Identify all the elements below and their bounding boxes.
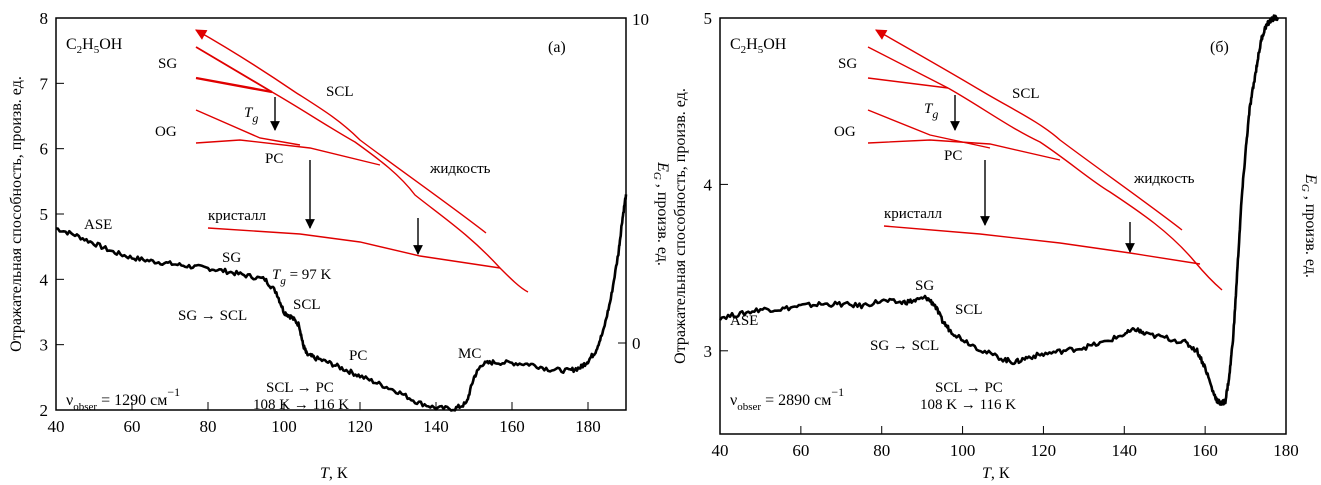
y-tick-label: 4 bbox=[40, 270, 49, 289]
panel-b: 40 60 80 100 120 140 160 180 3 4 5 C2H5OH (б) SG … bbox=[672, 9, 1319, 482]
reflectivity-curve bbox=[718, 14, 1280, 406]
crystal-line bbox=[883, 225, 1201, 265]
compound-label: C2H5OH bbox=[730, 36, 787, 56]
y2-ticks: 10 0 bbox=[618, 10, 649, 353]
x-axis-label: T, К bbox=[982, 465, 1010, 482]
label-temp-range: 108 K → 116 K bbox=[920, 397, 1016, 413]
x-tick-label: 140 bbox=[423, 417, 449, 436]
sg-line-upper bbox=[195, 46, 273, 93]
sg-line-lower bbox=[867, 77, 949, 89]
og-line-lower bbox=[195, 139, 381, 166]
y-tick-label: 5 bbox=[40, 205, 49, 224]
panel-label: (a) bbox=[548, 39, 566, 56]
label-scl: SCL bbox=[955, 302, 983, 318]
y-tick-label: 6 bbox=[40, 140, 49, 159]
y2-tick-label: 10 bbox=[632, 10, 649, 29]
reflectivity-curve bbox=[55, 194, 628, 412]
liquid-scl-curve-upper bbox=[195, 29, 487, 234]
y-ticks: 3 4 5 bbox=[704, 9, 728, 361]
y-axis-label: Отражательная способность, произв. ед. bbox=[672, 88, 689, 364]
x-tick-label: 160 bbox=[499, 417, 525, 436]
sg-line-lower bbox=[195, 76, 273, 94]
crystal-line bbox=[207, 227, 501, 269]
label-sg: SG bbox=[222, 250, 241, 266]
label-scl: SCL bbox=[293, 297, 321, 313]
x-tick-label: 60 bbox=[124, 417, 141, 436]
og-line-upper bbox=[867, 109, 991, 149]
y-tick-label: 2 bbox=[40, 401, 49, 420]
label-sg-to-scl: SG → SCL bbox=[870, 338, 939, 354]
y2-axis-label: EG , произв. ед. bbox=[1299, 173, 1319, 278]
y-tick-label: 4 bbox=[704, 175, 713, 194]
inset-label-tg: Tg bbox=[244, 105, 258, 125]
x-tick-label: 100 bbox=[950, 441, 976, 460]
y-tick-label: 7 bbox=[40, 74, 49, 93]
y-tick-label: 8 bbox=[40, 9, 49, 28]
inset-label-liquid: жидкость bbox=[1133, 171, 1195, 187]
inset-diagram bbox=[867, 29, 1223, 291]
inset-label-pc: PC bbox=[944, 148, 962, 164]
y2-tick-label: 0 bbox=[632, 334, 641, 353]
liquid-scl-curve-upper bbox=[875, 29, 1183, 231]
inset-label-crystal: кристалл bbox=[208, 208, 266, 224]
x-tick-label: 80 bbox=[200, 417, 217, 436]
x-tick-label: 120 bbox=[347, 417, 373, 436]
inset-diagram bbox=[195, 29, 529, 293]
inset-label-crystal: кристалл bbox=[884, 206, 942, 222]
x-tick-label: 40 bbox=[712, 441, 729, 460]
label-mc: MC bbox=[458, 346, 481, 362]
inset-label-pc: PC bbox=[265, 151, 283, 167]
inset-label-sg: SG bbox=[158, 56, 177, 72]
y2-axis-label: EG , произв. ед. bbox=[651, 161, 671, 266]
liquid-scl-curve-lower bbox=[947, 87, 1223, 291]
nu-observation: νobser = 2890 см−1 bbox=[730, 385, 844, 413]
inset-label-scl: SCL bbox=[1012, 86, 1040, 102]
label-scl-to-pc: SCL → PC bbox=[266, 380, 334, 396]
label-sg: SG bbox=[915, 278, 934, 294]
x-tick-label: 40 bbox=[48, 417, 65, 436]
label-scl-to-pc: SCL → PC bbox=[935, 380, 1003, 396]
x-tick-label: 120 bbox=[1031, 441, 1057, 460]
og-line-upper bbox=[195, 109, 301, 146]
x-axis-label: T, К bbox=[320, 465, 348, 482]
y-tick-label: 3 bbox=[40, 336, 49, 355]
label-temp-range: 108 K → 116 K bbox=[253, 397, 349, 413]
liquid-scl-curve-lower bbox=[271, 91, 529, 293]
y-ticks: 2 3 4 5 6 7 8 bbox=[40, 9, 64, 420]
og-line-lower bbox=[867, 139, 1061, 161]
x-tick-label: 60 bbox=[792, 441, 809, 460]
label-ase: ASE bbox=[84, 217, 112, 233]
label-ase: ASE bbox=[730, 313, 758, 329]
x-tick-label: 180 bbox=[1273, 441, 1299, 460]
inset-arrows bbox=[950, 95, 1135, 253]
inset-label-tg: Tg bbox=[924, 101, 938, 121]
plot-frame bbox=[55, 17, 627, 411]
x-ticks: 40 60 80 100 120 140 160 180 bbox=[48, 402, 601, 436]
nu-observation: νobser = 1290 см−1 bbox=[66, 385, 180, 413]
x-tick-label: 100 bbox=[271, 417, 297, 436]
inset-label-og: OG bbox=[834, 124, 856, 140]
inset-label-og: OG bbox=[155, 124, 177, 140]
label-pc: PC bbox=[349, 348, 367, 364]
panel-label: (б) bbox=[1210, 39, 1229, 56]
plot-frame bbox=[719, 17, 1287, 435]
x-tick-label: 180 bbox=[575, 417, 601, 436]
inset-label-liquid: жидкость bbox=[429, 161, 491, 177]
x-tick-label: 80 bbox=[873, 441, 890, 460]
label-tg-value: Tg = 97 K bbox=[272, 267, 332, 287]
compound-label: C2H5OH bbox=[66, 36, 123, 56]
y-tick-label: 5 bbox=[704, 9, 713, 28]
label-sg-to-scl: SG → SCL bbox=[178, 308, 247, 324]
inset-label-scl: SCL bbox=[326, 84, 354, 100]
y-axis-label: Отражательная способность, произв. ед. bbox=[8, 76, 25, 352]
x-tick-label: 160 bbox=[1192, 441, 1218, 460]
y-tick-label: 3 bbox=[704, 342, 713, 361]
x-tick-label: 140 bbox=[1112, 441, 1138, 460]
inset-label-sg: SG bbox=[838, 56, 857, 72]
sg-line-upper bbox=[867, 46, 949, 89]
inset-arrows bbox=[270, 97, 423, 255]
x-ticks: 40 60 80 100 120 140 160 180 bbox=[712, 426, 1299, 460]
